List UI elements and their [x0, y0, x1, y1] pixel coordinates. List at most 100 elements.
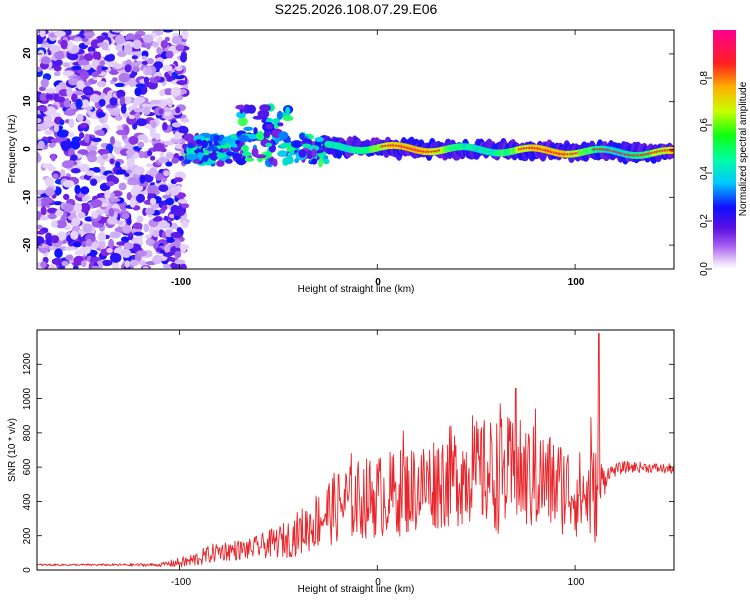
- onset-cell: [196, 152, 204, 159]
- noise-cell: [55, 59, 63, 66]
- noise-cell: [62, 193, 70, 200]
- noise-cell: [82, 64, 91, 71]
- noise-cell: [108, 208, 115, 217]
- noise-cell: [133, 231, 144, 236]
- onset-cell: [243, 126, 254, 131]
- x-axis-label: Height of straight line (km): [298, 584, 415, 595]
- onset-cell: [298, 149, 307, 158]
- noise-cell: [104, 54, 115, 62]
- noise-cell: [70, 168, 81, 174]
- onset-cell: [280, 142, 292, 148]
- onset-cell: [201, 140, 208, 149]
- noise-cell: [111, 30, 124, 33]
- noise-cell: [60, 216, 67, 222]
- noise-cell: [162, 64, 173, 72]
- noise-cell: [181, 220, 189, 229]
- noise-cell: [62, 180, 75, 188]
- noise-cell: [96, 65, 102, 75]
- noise-cell: [143, 136, 149, 144]
- heatmap-cells: [37, 30, 674, 269]
- noise-cell: [105, 181, 115, 187]
- noise-cell: [56, 96, 66, 103]
- onset-cell: [257, 109, 270, 119]
- noise-cell: [69, 140, 81, 150]
- noise-cell: [141, 60, 149, 65]
- onset-cell: [216, 160, 225, 167]
- noise-cell: [134, 87, 142, 97]
- noise-cell: [123, 242, 134, 250]
- noise-cell: [110, 192, 116, 202]
- noise-cell: [120, 104, 127, 114]
- figure-title: S225.2026.108.07.29.E06: [275, 1, 438, 17]
- onset-cell: [225, 151, 235, 156]
- noise-cell: [93, 167, 101, 173]
- noise-cell: [160, 40, 168, 49]
- noise-cell: [54, 30, 66, 37]
- noise-cell: [39, 30, 46, 38]
- noise-cell: [70, 154, 78, 161]
- noise-cell: [54, 248, 63, 259]
- noise-cell: [101, 42, 109, 51]
- onset-cell: [216, 153, 228, 158]
- noise-cell: [90, 93, 100, 103]
- noise-cell: [72, 241, 82, 248]
- noise-cell: [40, 78, 49, 88]
- noise-cell: [47, 166, 57, 172]
- noise-cell: [80, 260, 87, 268]
- noise-cell: [174, 95, 184, 101]
- noise-cell: [138, 150, 145, 159]
- noise-cell: [145, 238, 155, 246]
- noise-cell: [66, 87, 73, 97]
- onset-cell: [290, 140, 303, 148]
- noise-cell: [56, 129, 69, 138]
- noise-cell: [182, 84, 189, 89]
- colorbar-label: Normalized spectral amplitude: [738, 81, 749, 216]
- noise-cell: [106, 247, 113, 254]
- noise-cell: [136, 193, 145, 203]
- noise-cell: [149, 197, 157, 205]
- onset-cell: [265, 123, 274, 130]
- noise-cell: [84, 133, 90, 143]
- noise-cell: [174, 239, 181, 249]
- onset-cell: [294, 158, 299, 164]
- onset-cell: [277, 131, 289, 140]
- noise-cell: [86, 144, 98, 152]
- noise-cell: [111, 261, 120, 269]
- noise-cell: [135, 83, 146, 88]
- spectrogram-panel: -100 0 100 Height of straight line (km) …: [7, 29, 675, 295]
- noise-cell: [174, 131, 181, 140]
- noise-cell: [146, 66, 152, 76]
- noise-cell: [70, 103, 77, 110]
- onset-cell: [265, 142, 273, 147]
- noise-cell: [37, 236, 45, 245]
- noise-cell: [77, 149, 89, 156]
- noise-cell: [124, 172, 130, 177]
- noise-cell: [166, 197, 174, 206]
- noise-cell: [147, 150, 153, 157]
- onset-cell: [225, 158, 233, 164]
- noise-cell: [111, 111, 121, 116]
- y-tick-label: 0: [22, 146, 33, 152]
- y-axis-label: SNR (10 * v/v): [7, 418, 18, 482]
- noise-cell: [37, 123, 49, 131]
- noise-cell: [90, 199, 103, 208]
- onset-cell: [299, 132, 306, 140]
- noise-cell: [177, 199, 188, 204]
- noise-cell: [68, 132, 74, 138]
- noise-cell: [145, 207, 155, 215]
- noise-cell: [171, 139, 183, 144]
- noise-cell: [62, 62, 70, 68]
- noise-cell: [50, 138, 59, 144]
- noise-cell: [142, 265, 149, 269]
- colorbar-gradient: [713, 30, 736, 269]
- noise-cell: [145, 42, 151, 50]
- noise-cell: [79, 246, 91, 255]
- noise-cell: [63, 203, 74, 213]
- y-tick-label: 0: [22, 567, 33, 573]
- noise-cell: [66, 40, 73, 51]
- noise-cell: [165, 161, 173, 167]
- noise-cell: [73, 202, 83, 213]
- onset-cell: [251, 147, 259, 157]
- noise-cell: [63, 98, 71, 108]
- noise-cell: [79, 163, 90, 172]
